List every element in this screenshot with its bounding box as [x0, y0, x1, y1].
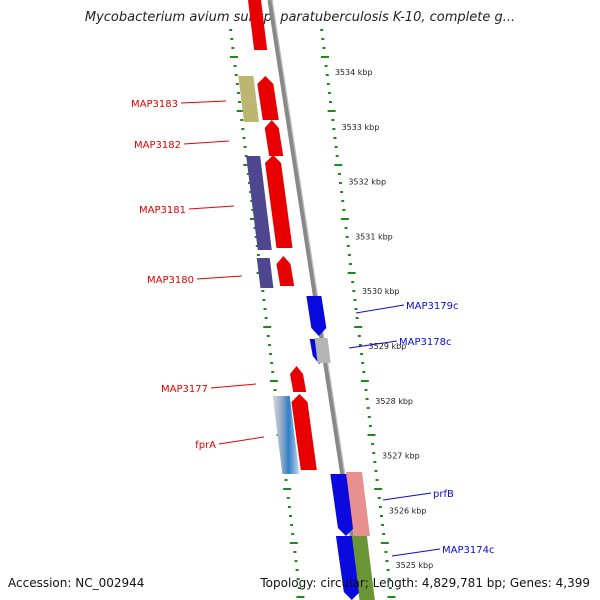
- feature-arrow-MAP3181: [265, 155, 293, 248]
- feature-arrow-MAP3182: [264, 120, 284, 156]
- leader-line: [391, 548, 441, 557]
- gene-label-MAP3183: MAP3183: [131, 99, 178, 110]
- gene-label-MAP3174c: MAP3174c: [442, 545, 494, 556]
- feature-arrow-MAP3174c: [335, 536, 360, 600]
- leader-line: [218, 436, 265, 445]
- feature-block-fprA: [272, 396, 300, 474]
- feature-arrow: [248, 0, 268, 50]
- summary-text: Topology: circular; Length: 4,829,781 bp…: [260, 576, 590, 590]
- feature-arrow-MAP3179c: [306, 296, 327, 336]
- leader-lines: [180, 100, 441, 557]
- gene-label-MAP3181: MAP3181: [139, 205, 186, 216]
- tick-marks-right: [320, 29, 396, 598]
- feature-block: [238, 76, 260, 122]
- scale-tick-label: 3526 kbp: [389, 506, 427, 515]
- gene-label-fprA: fprA: [195, 440, 216, 451]
- label-group: 3534 kbp 3533 kbp 3532 kbp 3531 kbp 3530 kbp…: [131, 68, 494, 570]
- leader-line: [183, 140, 230, 145]
- scale-tick-label: 3533 kbp: [342, 123, 380, 132]
- scale-tick-label: 3530 kbp: [362, 287, 400, 296]
- leader-line: [355, 304, 405, 314]
- feature-arrow-prfB: [330, 474, 354, 536]
- leader-line: [180, 100, 227, 104]
- scale-tick-label: 3527 kbp: [382, 452, 420, 461]
- leader-line: [210, 383, 257, 389]
- scale-tick-label: 3532 kbp: [348, 178, 386, 187]
- gene-label-MAP3182: MAP3182: [134, 140, 181, 151]
- leader-line: [382, 492, 432, 501]
- map-title: Mycobacterium avium subsp. paratuberculo…: [84, 10, 516, 25]
- feature-arrow-MAP3180: [276, 256, 295, 286]
- gene-label-MAP3178c: MAP3178c: [399, 337, 451, 348]
- scale-tick-label: 3525 kbp: [396, 561, 434, 570]
- feature-block: [246, 156, 272, 250]
- leader-line: [188, 205, 235, 210]
- leader-line: [348, 340, 398, 349]
- feature-block-MAP3174c: [351, 536, 375, 600]
- leader-line: [196, 275, 243, 280]
- feature-block-MAP3178c: [314, 338, 331, 363]
- scale-tick-label: 3534 kbp: [335, 68, 373, 77]
- scale-tick-label: 3529 kbp: [369, 342, 407, 351]
- feature-group: [238, 0, 375, 600]
- feature-block: [256, 258, 274, 288]
- gene-label-MAP3180: MAP3180: [147, 275, 194, 286]
- feature-arrow-MAP3183: [257, 76, 279, 120]
- feature-block-prfB: [346, 472, 370, 536]
- accession-text: Accession: NC_002944: [8, 576, 145, 590]
- scale-tick-label: 3531 kbp: [355, 232, 393, 241]
- gene-label-MAP3177: MAP3177: [161, 384, 208, 395]
- gene-label-prfB: prfB: [433, 489, 454, 500]
- feature-arrow-fprA: [291, 394, 317, 470]
- scale-tick-label: 3528 kbp: [375, 397, 413, 406]
- feature-arrow-MAP3177: [290, 366, 307, 392]
- gene-label-MAP3179c: MAP3179c: [406, 301, 458, 312]
